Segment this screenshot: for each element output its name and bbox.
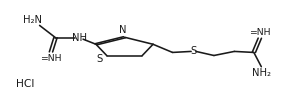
Text: =NH: =NH — [40, 54, 62, 63]
Text: S: S — [190, 46, 197, 56]
Text: =NH: =NH — [249, 28, 271, 37]
Text: H₂N: H₂N — [23, 15, 43, 25]
Text: NH₂: NH₂ — [252, 68, 271, 78]
Text: HCl: HCl — [16, 79, 35, 89]
Text: S: S — [96, 54, 102, 64]
Text: N: N — [119, 25, 127, 35]
Text: NH: NH — [72, 33, 87, 43]
